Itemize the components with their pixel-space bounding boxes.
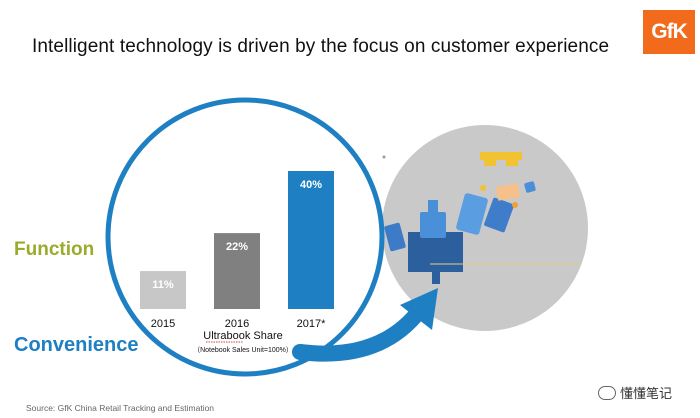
- gfk-logo: GfK: [643, 10, 695, 54]
- category-label: 2015: [151, 318, 175, 330]
- page-title: Intelligent technology is driven by the …: [32, 36, 610, 57]
- bar-value-label: 40%: [300, 179, 322, 191]
- wechat-icon: [598, 385, 616, 400]
- bar-group: [140, 171, 334, 309]
- category-label: 2016: [225, 318, 249, 330]
- devices-illustration: [384, 152, 580, 284]
- arrow-head: [400, 288, 438, 330]
- phone-icon: [384, 222, 406, 252]
- watermark: 懂懂笔记: [598, 383, 672, 402]
- source-note: Source: GfK China Retail Tracking and Es…: [26, 403, 215, 413]
- glasses-icon: [480, 152, 522, 160]
- function-label: Function: [14, 239, 95, 260]
- category-label: 2017*: [297, 318, 326, 330]
- x-axis-note: （Notebook Sales Unit=100%）: [193, 346, 293, 354]
- bar-value-label: 22%: [226, 241, 248, 253]
- bar-2017: [288, 171, 334, 309]
- arrow-shape: [292, 302, 428, 362]
- convenience-label: Convenience: [14, 334, 139, 356]
- tablet-icon: [456, 193, 488, 235]
- bar-2016: [214, 233, 260, 309]
- monitor-icon: [408, 232, 463, 272]
- bar-value-label: 11%: [152, 279, 174, 291]
- bar-2015: [140, 271, 186, 309]
- watermark-text: 懂懂笔记: [620, 386, 673, 401]
- mail-icon: [495, 183, 521, 201]
- x-axis-label: Ultrabook Share: [203, 330, 283, 342]
- robot-icon: [420, 212, 446, 238]
